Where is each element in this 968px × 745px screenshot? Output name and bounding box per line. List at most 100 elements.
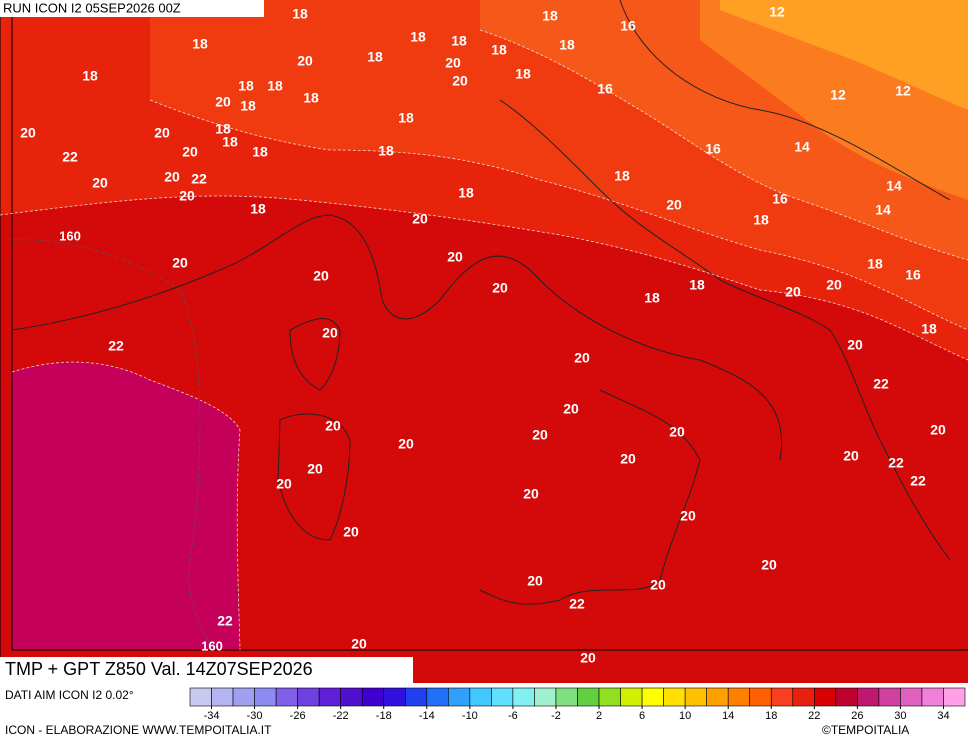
colorbar-tick-label: 6 (639, 710, 645, 722)
temperature-label: 18 (753, 212, 769, 228)
geopotential-label: 160 (201, 638, 223, 653)
temperature-label: 20 (930, 422, 946, 438)
temperature-label: 20 (215, 94, 231, 110)
temperature-label: 20 (523, 486, 539, 502)
temperature-label: 12 (769, 4, 785, 20)
temperature-label: 20 (761, 557, 777, 573)
colorbar-swatch (211, 687, 234, 707)
colorbar-swatch (512, 687, 535, 707)
colorbar-swatch (727, 687, 751, 707)
temperature-label: 20 (452, 73, 468, 89)
colorbar-tick-label: 18 (765, 710, 777, 722)
colorbar-swatch (814, 687, 837, 707)
temperature-label: 20 (172, 255, 188, 271)
temperature-label: 18 (240, 98, 256, 114)
colorbar-tick-label: -14 (419, 710, 435, 722)
temperature-label: 18 (238, 78, 254, 94)
temperature-label: 20 (574, 350, 590, 366)
colorbar-swatch (383, 687, 406, 707)
colorbar-swatch (426, 687, 449, 707)
colorbar-tick-label: -10 (462, 710, 478, 722)
temperature-label: 22 (569, 596, 585, 612)
colorbar-tick-label: -18 (376, 710, 392, 722)
temperature-label: 14 (875, 202, 891, 218)
temperature-label: 20 (620, 451, 636, 467)
temperature-label: 18 (867, 256, 883, 272)
temperature-label: 20 (297, 53, 313, 69)
colorbar-swatch (620, 687, 643, 707)
temperature-label: 18 (458, 185, 474, 201)
colorbar-swatch (770, 687, 794, 707)
temperature-label: 22 (191, 171, 207, 187)
colorbar-swatch (706, 687, 729, 707)
temperature-label: 20 (343, 524, 359, 540)
colorbar-tick-label: -22 (333, 710, 349, 722)
temperature-label: 20 (20, 125, 36, 141)
copyright: ©TEMPOITALIA (822, 723, 909, 737)
temperature-label: 20 (847, 337, 863, 353)
colorbar-swatch (275, 687, 298, 707)
colorbar-tick-label: 26 (851, 710, 863, 722)
map-title: TMP + GPT Z850 Val. 14Z07SEP2026 (5, 659, 313, 679)
temperature-label: 16 (772, 191, 788, 207)
temperature-label: 18 (398, 110, 414, 126)
temperature-label: 18 (614, 168, 630, 184)
temperature-label: 20 (669, 424, 685, 440)
temperature-label: 20 (325, 418, 341, 434)
temperature-label: 20 (527, 573, 543, 589)
temperature-label: 20 (179, 188, 195, 204)
coastlines (11, 0, 951, 605)
temperature-label: 22 (910, 473, 926, 489)
temperature-label: 14 (886, 178, 902, 194)
temperature-label: 18 (410, 29, 426, 45)
temperature-label: 20 (92, 175, 108, 191)
colorbar-swatch (448, 687, 471, 707)
temperature-label: 18 (222, 134, 238, 150)
temperature-label: 20 (447, 249, 463, 265)
temperature-label: 18 (921, 321, 937, 337)
temperature-label: 22 (217, 613, 233, 629)
temperature-label: 18 (515, 66, 531, 82)
temperature-label: 18 (559, 37, 575, 53)
colorbar-swatch (318, 687, 341, 707)
temperature-label: 18 (215, 121, 231, 137)
temperature-label: 20 (276, 476, 292, 492)
temperature-label: 20 (580, 650, 596, 666)
temperature-label: 18 (542, 8, 558, 24)
colorbar-swatch (835, 687, 858, 707)
geopotential-isolines (11, 239, 216, 651)
temperature-label: 18 (378, 143, 394, 159)
colorbar-swatch (641, 687, 664, 707)
temperature-label: 18 (267, 78, 283, 94)
temperature-label: 22 (62, 149, 78, 165)
colorbar-swatch (189, 687, 212, 707)
temperature-label: 20 (532, 427, 548, 443)
data-source: DATI AIM ICON I2 0.02° (5, 688, 134, 702)
temperature-label: 20 (563, 401, 579, 417)
temperature-label: 20 (492, 280, 508, 296)
temperature-label: 20 (322, 325, 338, 341)
temperature-label: 16 (905, 267, 921, 283)
colorbar-swatch (491, 687, 514, 707)
geopotential-label: 160 (59, 228, 81, 243)
temperature-label: 18 (491, 42, 507, 58)
colorbar-swatch (232, 687, 255, 707)
colorbar-tick-label: 10 (679, 710, 691, 722)
colorbar-swatch (404, 687, 428, 707)
temperature-label: 20 (680, 508, 696, 524)
temperature-label: 18 (451, 33, 467, 49)
temperature-label: 18 (367, 49, 383, 65)
temperature-label: 20 (351, 636, 367, 652)
colorbar-swatch (857, 687, 880, 707)
temperature-label: 18 (192, 36, 208, 52)
colorbar-tick-label: -34 (204, 710, 220, 722)
colorbar-tick-label: 30 (894, 710, 906, 722)
temperature-label: 20 (666, 197, 682, 213)
temperature-label: 22 (108, 338, 124, 354)
credit: ICON - ELABORAZIONE WWW.TEMPOITALIA.IT (5, 723, 272, 737)
colorbar-swatch (792, 687, 815, 707)
colorbar-tick-label: -26 (290, 710, 306, 722)
temperature-label: 18 (303, 90, 319, 106)
colorbar-tick-label: 14 (722, 710, 734, 722)
